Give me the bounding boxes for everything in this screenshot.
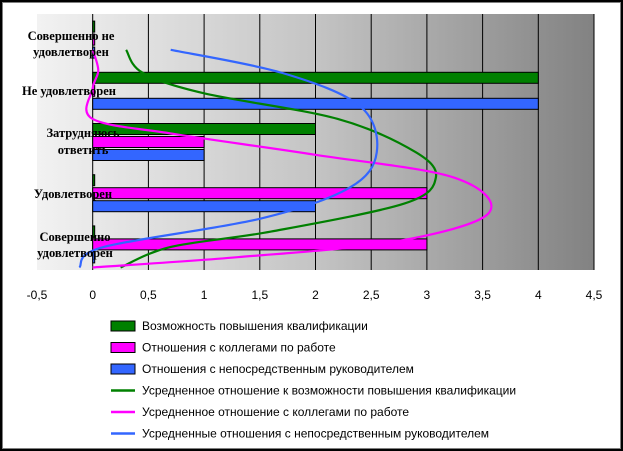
bar	[92, 149, 205, 161]
x-tick-label: 3,5	[474, 288, 491, 302]
bar	[92, 251, 96, 264]
category-label: Совершенно не	[28, 29, 115, 43]
bar	[92, 33, 96, 46]
bar	[92, 174, 96, 187]
bar	[92, 71, 539, 84]
legend-swatch	[110, 363, 136, 375]
average-curve	[120, 49, 438, 269]
x-tick-label: 0,5	[140, 288, 157, 302]
category-label: Не удовлетворен	[22, 84, 116, 98]
legend-label: Возможность повышения квалификации	[142, 319, 368, 333]
category-label: удовлетворен	[37, 246, 113, 260]
legend-label: Усредненные отношения с непосредственным…	[142, 427, 489, 441]
bar	[92, 20, 96, 33]
x-tick-label: 1	[201, 288, 208, 302]
average-curves	[78, 48, 493, 269]
chart-svg: Совершенно удовлетворен Удовлетворен Затруд…	[22, 14, 603, 441]
bar	[92, 238, 428, 251]
x-tick-label: -0,5	[27, 288, 48, 302]
category-label: Совершенно	[40, 230, 111, 244]
x-tick-label: 4	[535, 288, 542, 302]
category-label: Затрудняюсь	[46, 126, 119, 140]
x-tick-label: 1,5	[251, 288, 268, 302]
category-label: удовлетворен	[33, 45, 109, 59]
category-label: ответить	[58, 143, 109, 157]
average-curve	[78, 48, 379, 269]
bar	[92, 225, 96, 238]
x-tick-label: 2,5	[363, 288, 380, 302]
x-tick-labels: -0,5 0 0,5 1 1,5 2 2,5 3 3,5 4 4,5	[27, 288, 603, 302]
legend-swatch	[110, 320, 136, 332]
legend-label: Усредненное отношение к возможности повы…	[142, 384, 516, 398]
bar	[92, 200, 316, 213]
x-tick-label: 3	[424, 288, 431, 302]
x-tick-label: 4,5	[586, 288, 603, 302]
bars	[92, 20, 539, 264]
legend-label: Отношения с непосредственным руководител…	[142, 362, 414, 376]
x-tick-label: 2	[312, 288, 319, 302]
x-tick-label: 0	[89, 288, 96, 302]
category-labels: Совершенно удовлетворен Удовлетворен Затруд…	[22, 29, 120, 260]
bar	[92, 123, 316, 135]
legend-label: Усредненное отношение с коллегами по раб…	[142, 405, 409, 419]
bar	[92, 187, 428, 200]
average-curve	[85, 49, 493, 269]
legend-swatch	[110, 342, 136, 353]
bar	[92, 97, 539, 110]
legend-label: Отношения с коллегами по работе	[142, 341, 336, 355]
bar	[92, 136, 205, 148]
category-label: Удовлетворен	[34, 187, 112, 201]
legend: Возможность повышения квалификации Отноше…	[110, 319, 516, 441]
